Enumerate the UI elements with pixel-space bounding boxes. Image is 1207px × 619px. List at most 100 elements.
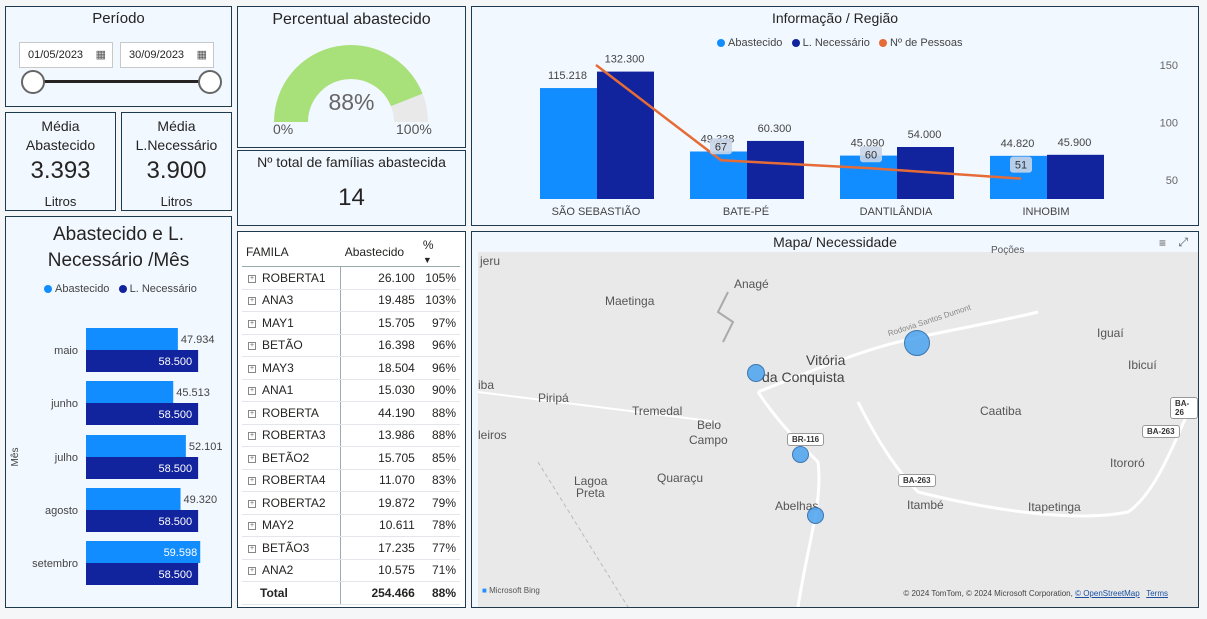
row-familia-name: ROBERTA — [262, 405, 319, 420]
familias-title: Nº total de famílias abastecida — [257, 154, 446, 170]
expand-icon[interactable]: + — [248, 567, 256, 576]
expand-icon[interactable]: + — [248, 477, 256, 486]
line-pessoas[interactable] — [595, 64, 1022, 180]
bar-abastecido[interactable] — [86, 488, 181, 510]
map-label-place: Itapetinga — [1028, 500, 1081, 514]
row-familia: + ANA2 — [242, 559, 341, 582]
map-bubble[interactable] — [747, 364, 765, 382]
row-pct: 105% — [418, 266, 460, 290]
col-header-pct[interactable]: % ▼ — [418, 238, 460, 267]
bar-necessario[interactable] — [747, 140, 804, 199]
bar-abastecido[interactable] — [86, 328, 178, 350]
row-familia-name: MAY2 — [262, 518, 294, 533]
table-row[interactable]: + BETÃO 16.398 96% — [242, 334, 460, 357]
row-familia: + ANA3 — [242, 289, 341, 312]
row-abastecido: 19.485 — [340, 289, 419, 312]
table-row[interactable]: + ROBERTA4 11.070 83% — [242, 469, 460, 492]
bar-necessario[interactable] — [86, 563, 199, 585]
col-header-abastecido[interactable]: Abastecido — [340, 238, 419, 267]
bar-label-necessario: 132.300 — [605, 54, 645, 66]
row-pct: 88% — [418, 401, 460, 425]
expand-icon[interactable]: + — [248, 522, 256, 531]
gauge-value: 88% — [328, 89, 375, 115]
row-familia: + ROBERTA3 — [242, 424, 341, 447]
expand-icon[interactable]: + — [248, 274, 256, 283]
periodo-title: Período — [92, 10, 145, 27]
calendar-icon[interactable]: ▦ — [95, 49, 106, 61]
expand-icon[interactable]: + — [248, 499, 256, 508]
row-familia-name: ROBERTA1 — [262, 270, 326, 285]
bar-abastecido[interactable] — [840, 155, 897, 199]
map-label-place: Campo — [689, 433, 728, 447]
end-date-input[interactable]: 30/09/2023 ▦ — [120, 42, 214, 68]
familias-table-wrap: FAMILA Abastecido % ▼ + ROBERTA1 26.100 105%… — [242, 238, 460, 605]
bar-abastecido[interactable] — [86, 541, 201, 563]
table-row[interactable]: + ROBERTA3 13.986 88% — [242, 424, 460, 447]
sort-desc-icon: ▼ — [422, 255, 432, 265]
row-abastecido: 10.611 — [340, 514, 419, 537]
bar-label-abastecido: 115.218 — [548, 70, 587, 82]
calendar-icon[interactable]: ▦ — [196, 49, 207, 61]
map-bubble[interactable] — [904, 330, 930, 356]
bar-necessario[interactable] — [86, 403, 199, 425]
terms-link[interactable]: Terms — [1146, 589, 1168, 598]
gauge-max-label: 100% — [396, 121, 432, 137]
table-row[interactable]: + BETÃO2 15.705 85% — [242, 446, 460, 470]
expand-icon[interactable]: + — [248, 297, 256, 306]
table-row[interactable]: + MAY3 18.504 96% — [242, 356, 460, 380]
row-familia-name: ANA1 — [262, 383, 294, 398]
filter-icon[interactable]: ≡ — [1158, 236, 1166, 250]
map-label-city: Vitória — [806, 352, 846, 368]
map-bubble[interactable] — [807, 507, 824, 524]
bar-necessario[interactable] — [86, 350, 199, 372]
expand-icon[interactable]: + — [248, 342, 256, 351]
expand-icon[interactable]: + — [248, 544, 256, 553]
slider-start-handle[interactable] — [21, 70, 45, 94]
table-row[interactable]: + ROBERTA 44.190 88% — [242, 401, 460, 425]
map-canvas[interactable]: jeru Anagé Maetinga Vitória da Conquista… — [478, 245, 1198, 607]
expand-icon[interactable]: + — [248, 319, 256, 328]
bar-necessario[interactable] — [86, 510, 199, 532]
table-row[interactable]: + MAY1 15.705 97% — [242, 311, 460, 335]
table-row[interactable]: + ANA1 15.030 90% — [242, 379, 460, 402]
bar-label-necessario: 54.000 — [908, 129, 942, 141]
table-row[interactable]: + ROBERTA1 26.100 105% — [242, 266, 460, 290]
expand-icon[interactable]: + — [248, 454, 256, 463]
legend-dot-necessario — [118, 285, 127, 294]
periodo-slicer: Período 01/05/2023 ▦ 30/09/2023 ▦ — [5, 6, 232, 107]
focus-mode-icon[interactable]: ⤢ — [1178, 235, 1188, 249]
row-pct: 71% — [418, 559, 460, 582]
table-row[interactable]: + BETÃO3 17.235 77% — [242, 536, 460, 560]
expand-icon[interactable]: + — [248, 387, 256, 396]
line-label-bg — [1010, 156, 1032, 173]
bar-label-necessario: 58.500 — [158, 463, 192, 475]
bar-abastecido[interactable] — [540, 88, 597, 199]
bar-abastecido[interactable] — [86, 435, 186, 457]
bar-necessario[interactable] — [597, 71, 654, 199]
table-row[interactable]: + ROBERTA2 19.872 79% — [242, 491, 460, 515]
bar-necessario[interactable] — [86, 457, 199, 479]
osm-link[interactable]: © OpenStreetMap — [1075, 589, 1140, 598]
map-label-place: Abelhas — [775, 499, 819, 513]
table-row[interactable]: + MAY2 10.611 78% — [242, 514, 460, 537]
map-bubble[interactable] — [792, 446, 809, 463]
col-header-familia[interactable]: FAMILA — [242, 238, 341, 267]
table-row[interactable]: + ANA2 10.575 71% — [242, 559, 460, 582]
start-date-input[interactable]: 01/05/2023 ▦ — [19, 42, 113, 68]
bar-necessario[interactable] — [1047, 154, 1104, 199]
gauge-fill — [274, 45, 423, 123]
date-range-slider-track[interactable] — [31, 80, 209, 83]
row-abastecido: 44.190 — [340, 401, 419, 425]
map-label-place: Lagoa — [574, 474, 608, 488]
gauge-chart — [274, 45, 428, 123]
slider-end-handle[interactable] — [198, 70, 222, 94]
expand-icon[interactable]: + — [248, 432, 256, 441]
expand-icon[interactable]: + — [248, 364, 256, 373]
expand-icon[interactable]: + — [248, 409, 256, 418]
table-row[interactable]: + ANA3 19.485 103% — [242, 289, 460, 312]
bar-abastecido[interactable] — [86, 381, 174, 403]
map-label-place: Tremedal — [632, 404, 683, 418]
map-label-place: leiros — [478, 428, 507, 442]
row-pct: 83% — [418, 469, 460, 492]
